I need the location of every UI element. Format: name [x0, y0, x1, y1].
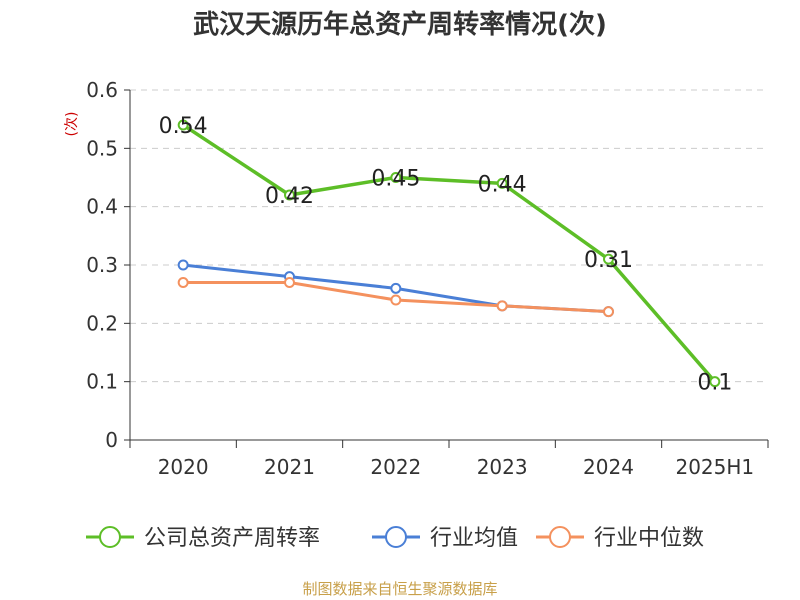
legend-marker	[99, 526, 121, 548]
legend-label[interactable]: 公司总资产周转率	[144, 526, 320, 551]
x-tick-label: 2025H1	[675, 455, 754, 479]
y-tick-label: 0.6	[86, 78, 118, 102]
data-label: 0.42	[265, 184, 314, 209]
data-label: 0.1	[697, 371, 732, 396]
data-point[interactable]	[177, 277, 189, 288]
grid-lines	[130, 89, 768, 383]
data-point[interactable]	[390, 294, 402, 306]
data-label: 0.45	[371, 167, 420, 192]
data-label: 0.31	[584, 248, 633, 273]
x-tick-label: 2020	[158, 455, 209, 479]
x-tick-label: 2022	[370, 455, 421, 479]
y-tick-label: 0	[105, 428, 118, 452]
y-axis-label: (次)	[64, 112, 80, 137]
y-tick-label: 0.1	[86, 370, 118, 394]
legend-label[interactable]: 行业均值	[430, 526, 518, 551]
y-tick-label: 0.4	[86, 195, 118, 219]
source-note: 制图数据来自恒生聚源数据库	[302, 580, 498, 598]
y-tick-label: 0.2	[86, 311, 118, 335]
data-point[interactable]	[390, 282, 402, 294]
y-tick-label: 0.5	[86, 136, 118, 160]
x-tick-label: 2021	[264, 455, 315, 479]
y-tick-label: 0.3	[86, 253, 118, 277]
data-label: 0.44	[478, 172, 527, 197]
data-label: 0.54	[159, 114, 208, 139]
axes: 0 0.1 0.2 0.3 0.4 0.5 0.6 2020 2021 2022 2023 2024 2…	[64, 78, 769, 479]
series-lines	[177, 119, 721, 388]
legend-marker	[549, 526, 571, 548]
x-tick-label: 2024	[583, 455, 634, 479]
data-point[interactable]	[390, 172, 402, 183]
legend: 公司总资产周转率 行业均值 行业中位数	[86, 526, 704, 551]
data-point[interactable]	[284, 277, 295, 288]
data-point[interactable]	[603, 306, 614, 318]
data-point[interactable]	[709, 376, 721, 388]
data-point[interactable]	[177, 119, 189, 131]
series-line	[182, 123, 717, 383]
data-point[interactable]	[496, 300, 508, 312]
legend-label[interactable]: 行业中位数	[594, 526, 704, 551]
data-point[interactable]	[284, 189, 295, 201]
x-tick-label: 2023	[477, 455, 528, 479]
data-labels: 0.54 0.42 0.45 0.44 0.31 0.1	[159, 114, 733, 396]
data-point[interactable]	[603, 253, 614, 265]
data-point[interactable]	[177, 259, 189, 271]
data-point[interactable]	[496, 177, 508, 189]
chart-title: 武汉天源历年总资产周转率情况(次)	[193, 10, 607, 40]
legend-marker	[385, 526, 407, 548]
